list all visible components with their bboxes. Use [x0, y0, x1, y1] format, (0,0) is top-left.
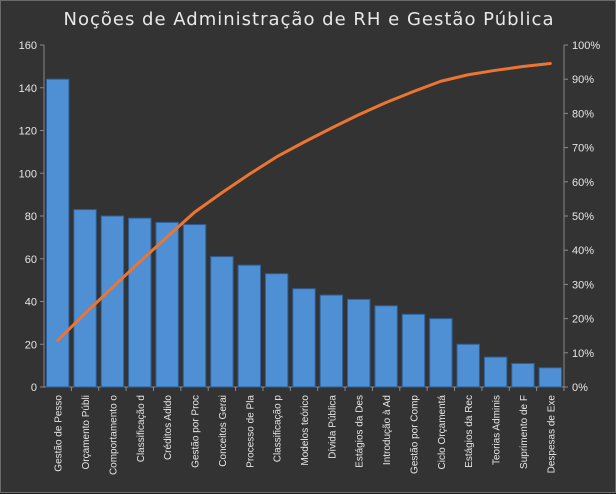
y-tick-label: 160	[19, 40, 37, 52]
bar	[402, 314, 424, 387]
x-category-label: Classificação d	[136, 395, 147, 462]
y2-tick-label: 100%	[572, 40, 600, 52]
bar	[293, 289, 315, 387]
x-category-label: Comportamento o	[108, 395, 119, 475]
y2-tick-label: 20%	[572, 314, 594, 326]
y2-tick-label: 80%	[572, 108, 594, 120]
bar	[320, 295, 342, 387]
x-category-label: Créditos Adido	[163, 395, 174, 460]
x-category-label: Modelos teórico	[300, 395, 311, 466]
y-tick-label: 80	[25, 211, 37, 223]
x-category-label: Gestão de Pesso	[54, 395, 65, 472]
y-tick-label: 40	[25, 297, 37, 309]
bar	[101, 216, 123, 387]
y2-tick-label: 40%	[572, 245, 594, 257]
y2-tick-label: 90%	[572, 74, 594, 86]
bar	[539, 368, 561, 387]
bar	[430, 319, 452, 387]
y-tick-label: 140	[19, 83, 37, 95]
x-category-label: Conceitos Gerai	[218, 395, 229, 467]
bar	[74, 210, 96, 387]
x-category-label: Teorias Adminis	[492, 395, 503, 465]
x-category-label: Estágios da Des	[355, 395, 366, 468]
y-tick-label: 100	[19, 168, 37, 180]
x-category-label: Classificação p	[273, 395, 284, 463]
x-category-label: Introdução à Ad	[382, 395, 393, 465]
y-tick-label: 20	[25, 339, 37, 351]
bar	[375, 306, 397, 387]
x-category-label: Ciclo Orçamentá	[437, 395, 448, 470]
y2-tick-label: 10%	[572, 348, 594, 360]
x-category-label: Estágios da Rec	[464, 395, 475, 468]
bar	[238, 265, 260, 387]
x-category-label: Dívida Pública	[327, 395, 338, 459]
bar	[156, 222, 178, 387]
y-tick-label: 0	[31, 382, 37, 394]
x-category-label: Gestão por Comp	[409, 395, 420, 474]
bar	[457, 344, 479, 387]
x-category-label: Despesas de Exe	[546, 395, 557, 474]
y2-tick-label: 0%	[572, 382, 588, 394]
x-category-label: Gestão por Proc	[191, 395, 202, 468]
x-category-label: Orçamento Públi	[81, 395, 92, 469]
bar	[183, 225, 205, 387]
x-category-label: Suprimento de F	[519, 395, 530, 469]
bars-layer	[46, 79, 561, 387]
bar	[512, 363, 534, 387]
bar	[129, 218, 151, 387]
y2-tick-label: 70%	[572, 143, 594, 155]
y2-tick-label: 50%	[572, 211, 594, 223]
y2-tick-label: 60%	[572, 177, 594, 189]
x-category-label: Processo de Pla	[245, 395, 256, 468]
bar	[265, 274, 287, 387]
y-tick-label: 60	[25, 254, 37, 266]
bar	[211, 257, 233, 387]
bar	[348, 299, 370, 387]
y2-tick-label: 30%	[572, 279, 594, 291]
y-tick-label: 120	[19, 126, 37, 138]
bar	[484, 357, 506, 387]
